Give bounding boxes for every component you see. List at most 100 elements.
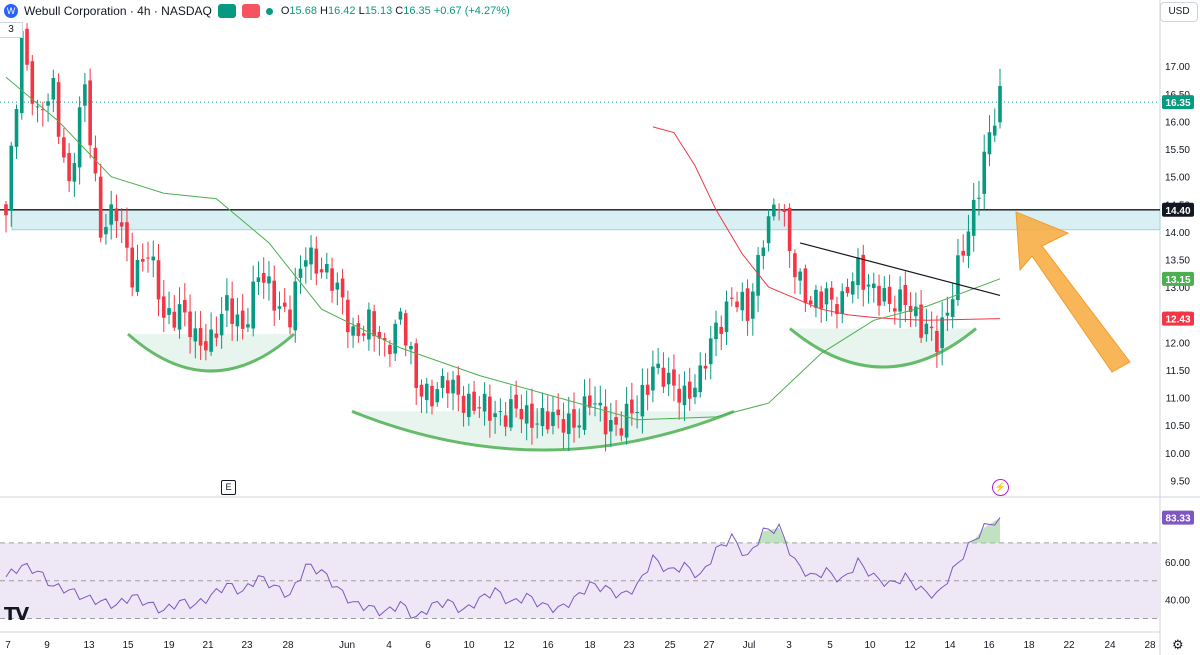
candle	[561, 402, 566, 450]
candle	[777, 203, 781, 221]
candle-body	[661, 367, 666, 387]
tradingview-logo[interactable]: TV	[4, 604, 29, 625]
candle-body	[514, 394, 518, 409]
time-tick-label: 9	[44, 640, 50, 651]
candle-body	[919, 304, 923, 338]
candle-body	[351, 326, 355, 336]
candle	[687, 367, 692, 412]
candle	[488, 384, 492, 438]
candle-body	[961, 250, 965, 256]
candle	[840, 283, 845, 324]
candle	[566, 396, 571, 451]
candle	[708, 326, 713, 380]
event-bolt-icon[interactable]: ⚡	[992, 479, 1009, 496]
candle	[25, 23, 29, 71]
ma-green-price-label: 13.15	[1165, 275, 1190, 286]
candle	[635, 395, 639, 429]
candle-body	[551, 411, 555, 426]
candle-body	[929, 326, 934, 329]
webull-logo-icon: W	[4, 4, 18, 18]
candle-body	[382, 338, 387, 341]
earnings-icon[interactable]: E	[221, 480, 236, 495]
candle-body	[856, 257, 860, 286]
candle	[398, 307, 403, 325]
candle	[672, 354, 676, 402]
settings-icon[interactable]: ⚙	[1172, 637, 1184, 652]
candle-body	[635, 411, 639, 413]
candle-body	[609, 420, 613, 432]
candle-body	[19, 31, 24, 114]
candle-body	[114, 208, 119, 222]
time-tick-label: Jun	[339, 640, 355, 651]
candle	[845, 278, 850, 297]
price-tick-label: 9.50	[1171, 476, 1191, 487]
candle	[435, 382, 440, 407]
time-tick-label: 21	[202, 640, 214, 651]
candle	[419, 379, 424, 413]
candle	[451, 371, 455, 411]
candle-body	[303, 260, 308, 267]
candle-body	[477, 407, 482, 409]
candle-body	[572, 409, 576, 428]
candle-body	[30, 61, 35, 104]
candle	[30, 55, 35, 116]
candle	[403, 309, 408, 357]
candle-body	[908, 306, 913, 313]
candle	[540, 392, 545, 437]
candle	[882, 276, 887, 307]
candle	[104, 213, 108, 245]
candle-body	[803, 268, 808, 304]
rsi-tick-label: 60.00	[1165, 558, 1190, 569]
candle	[519, 394, 524, 434]
candle	[482, 382, 487, 426]
candle-body	[561, 419, 566, 433]
candle-body	[246, 324, 250, 328]
candle	[119, 208, 124, 244]
up-arrow-annotation	[1015, 211, 1131, 373]
candle-body	[787, 207, 792, 252]
candle-body	[887, 286, 892, 304]
candle-body	[167, 308, 171, 315]
indicator-count-badge[interactable]: 3	[0, 22, 23, 38]
candle-body	[756, 254, 760, 296]
trendline	[799, 242, 1001, 296]
candle	[740, 282, 745, 321]
candle	[698, 352, 703, 398]
candle	[719, 315, 724, 351]
candle-body	[766, 216, 771, 244]
candle-body	[62, 137, 66, 158]
candle-body	[72, 163, 77, 182]
candle	[640, 368, 645, 434]
candle	[62, 127, 66, 163]
candle-body	[309, 247, 313, 265]
symbol-header: W Webull Corporation · 4h · NASDAQ O15.6…	[0, 0, 510, 22]
symbol-title[interactable]: Webull Corporation · 4h · NASDAQ	[24, 4, 212, 18]
candle	[198, 310, 203, 360]
candle-body	[298, 268, 303, 278]
candle	[477, 396, 482, 419]
candle-body	[98, 176, 103, 238]
candle-body	[488, 396, 492, 421]
candle	[966, 214, 971, 269]
candle-body	[598, 402, 603, 406]
candle	[83, 72, 87, 123]
candle-body	[451, 379, 455, 394]
candle-body	[882, 288, 887, 302]
indicator-icon[interactable]	[241, 4, 260, 18]
candle-body	[603, 406, 608, 435]
compare-icon[interactable]	[217, 4, 236, 18]
candle-body	[403, 313, 408, 346]
candle-body	[319, 269, 324, 273]
candle	[298, 255, 303, 294]
candle	[319, 257, 324, 279]
candle	[409, 341, 413, 365]
candle-body	[293, 281, 298, 331]
candle	[503, 402, 508, 437]
candle-body	[798, 271, 802, 281]
candle	[856, 248, 860, 299]
currency-button[interactable]: USD	[1160, 2, 1198, 22]
candle	[356, 315, 361, 343]
ohlc-readout: O15.68 H16.42 L15.13 C16.35 +0.67 (+4.27…	[280, 5, 510, 17]
candle-body	[77, 107, 82, 168]
